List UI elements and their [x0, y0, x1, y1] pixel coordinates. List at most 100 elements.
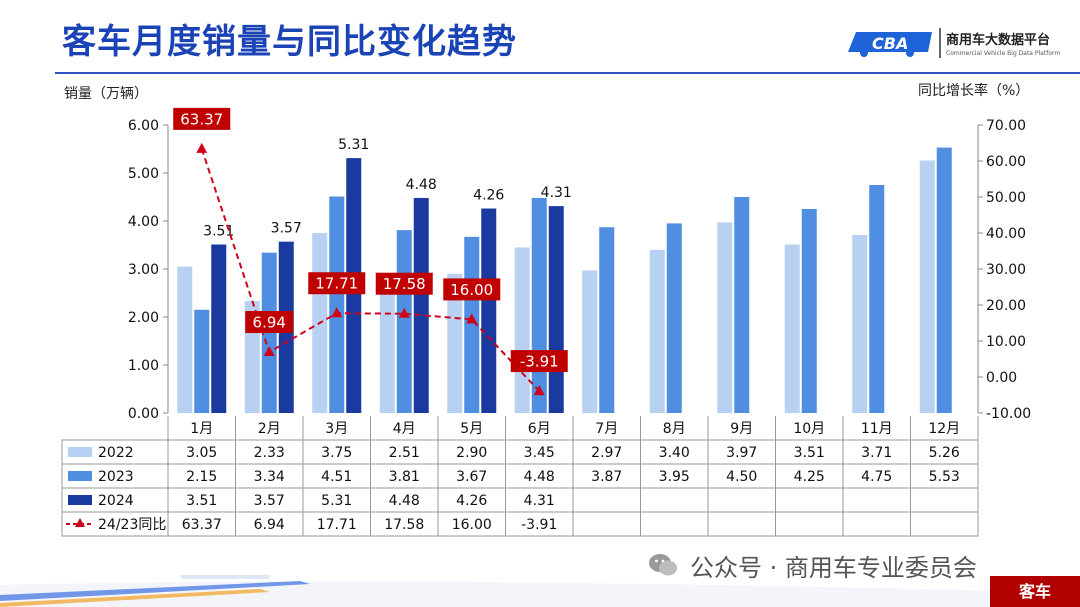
- yoy-label: 17.58: [383, 275, 426, 293]
- logo-wheel-icon: [906, 49, 914, 57]
- legend-swatch-2023: [68, 471, 92, 481]
- yoy-label: 63.37: [180, 110, 223, 128]
- yoy-marker: [331, 307, 343, 318]
- table-cell: 4.50: [726, 469, 757, 485]
- yoy-label-box: [308, 272, 366, 295]
- yoy-marker: [263, 346, 275, 357]
- table-cell: 3.51: [794, 445, 825, 461]
- left-tick-label: 0.00: [128, 406, 159, 422]
- yoy-marker: [466, 313, 478, 324]
- yoy-marker: [196, 142, 208, 153]
- yoy-label: -3.91: [520, 353, 559, 371]
- table-cell: 16.00: [452, 517, 492, 533]
- bar-2022: [919, 160, 935, 413]
- watermark-text: 公众号 · 商用车专业委员会: [690, 554, 977, 582]
- bar-2023: [329, 196, 345, 413]
- yoy-label-box: [245, 311, 294, 334]
- right-tick-label: -10.00: [986, 406, 1031, 422]
- left-tick-label: 3.00: [128, 262, 159, 278]
- table-cell: 3.81: [389, 469, 420, 485]
- yoy-label-box: [443, 278, 501, 301]
- yoy-marker: [533, 385, 545, 396]
- logo: CBA 商用车大数据平台 Commercial Vehicle Big Data…: [848, 28, 1060, 58]
- bar-2024: [481, 208, 497, 413]
- bar-2022: [582, 270, 598, 413]
- data-label-2024: 4.48: [406, 177, 437, 193]
- bar-2024: [211, 244, 227, 413]
- bar-2023: [531, 197, 547, 413]
- bar-2023: [936, 147, 952, 413]
- bar-2022: [514, 247, 530, 413]
- logo-mark-text: CBA: [872, 34, 908, 53]
- table-cell: 3.05: [186, 445, 217, 461]
- title-divider: [55, 72, 1080, 74]
- table-cell: 17.71: [317, 517, 357, 533]
- right-axis-title: 同比增长率（%）: [918, 83, 1030, 99]
- category-label: 9月: [730, 421, 753, 437]
- table-cell: 3.67: [456, 469, 487, 485]
- yoy-label-box: [375, 272, 433, 295]
- table-cell: 5.31: [321, 493, 352, 509]
- yoy-label: 16.00: [450, 281, 493, 299]
- category-label: 2月: [258, 421, 281, 437]
- right-tick-label: 70.00: [986, 118, 1026, 134]
- table-cell: 3.34: [254, 469, 285, 485]
- table-cell: 2.90: [456, 445, 487, 461]
- bar-2023: [194, 309, 210, 413]
- bar-2023: [734, 197, 750, 413]
- left-tick-label: 2.00: [128, 310, 159, 326]
- bar-2023: [801, 209, 817, 413]
- table-cell: 3.51: [186, 493, 217, 509]
- bar-2023: [869, 185, 885, 413]
- table-cell: 17.58: [384, 517, 424, 533]
- table-cell: 4.26: [456, 493, 487, 509]
- table-cell: 4.25: [794, 469, 825, 485]
- table-cell: 3.57: [254, 493, 285, 509]
- bar-2022: [784, 244, 800, 413]
- logo-name: 商用车大数据平台: [946, 32, 1050, 48]
- table-cell: 3.45: [524, 445, 555, 461]
- logo-wheel-icon: [860, 49, 868, 57]
- right-tick-label: 0.00: [986, 370, 1017, 386]
- bar-2022: [852, 234, 868, 413]
- legend-label: 24/23同比: [98, 517, 166, 533]
- legend-swatch-2022: [68, 447, 92, 457]
- table-cell: -3.91: [521, 517, 557, 533]
- table-cell: 3.75: [321, 445, 352, 461]
- table-cell: 4.31: [524, 493, 555, 509]
- category-label: 4月: [393, 421, 416, 437]
- bar-2024: [413, 197, 429, 413]
- category-label: 3月: [325, 421, 348, 437]
- bar-2022: [649, 249, 665, 413]
- bar-2022: [379, 292, 395, 413]
- table-cell: 3.87: [591, 469, 622, 485]
- category-label: 6月: [528, 421, 551, 437]
- bar-2022: [177, 266, 193, 413]
- category-label: 10月: [793, 421, 825, 437]
- table-cell: 5.26: [929, 445, 960, 461]
- legend-marker-yoy: [75, 518, 85, 527]
- data-label-2024: 5.31: [338, 137, 369, 153]
- table-cell: 2.15: [186, 469, 217, 485]
- category-label: 12月: [928, 421, 960, 437]
- table-cell: 3.95: [659, 469, 690, 485]
- data-label-2024: 4.31: [541, 185, 572, 201]
- table-cell: 3.97: [726, 445, 757, 461]
- left-tick-label: 5.00: [128, 166, 159, 182]
- section-tag: 客车: [990, 576, 1080, 607]
- right-tick-label: 50.00: [986, 190, 1026, 206]
- data-label-2024: 3.51: [203, 224, 234, 240]
- yoy-line: [200, 148, 540, 392]
- table-cell: 63.37: [182, 517, 222, 533]
- wechat-icon: [649, 554, 677, 576]
- legend-label: 2023: [98, 469, 134, 485]
- table-cell: 3.71: [861, 445, 892, 461]
- yoy-marker: [398, 307, 410, 318]
- category-label: 1月: [190, 421, 213, 437]
- legend-label: 2024: [98, 493, 134, 509]
- category-label: 7月: [595, 421, 618, 437]
- right-tick-label: 40.00: [986, 226, 1026, 242]
- page-title: 客车月度销量与同比变化趋势: [62, 22, 517, 62]
- yoy-label-box: [173, 107, 231, 130]
- bar-2023: [599, 227, 615, 413]
